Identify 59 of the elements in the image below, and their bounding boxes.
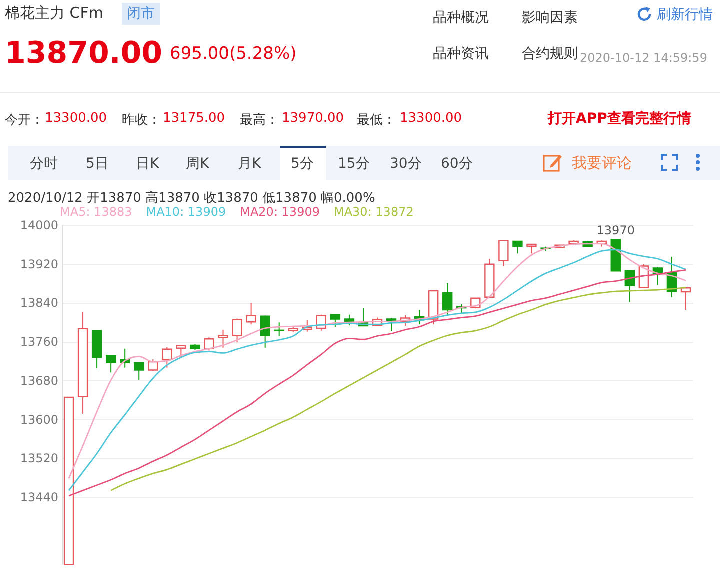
candlestick bbox=[624, 270, 635, 303]
candlestick bbox=[232, 318, 242, 344]
candlestick bbox=[442, 282, 453, 316]
y-tick-label: 13440 bbox=[20, 490, 58, 504]
chart-title: 棉花主力 CFm bbox=[5, 4, 104, 23]
text: 13870.00 bbox=[5, 36, 163, 71]
candlestick bbox=[246, 302, 256, 326]
candlestick bbox=[526, 244, 537, 254]
candlestick bbox=[512, 240, 523, 254]
y-tick-label: 13680 bbox=[20, 374, 58, 388]
candlestick bbox=[330, 314, 341, 328]
text: 打开APP查看完整行情 bbox=[548, 110, 692, 128]
text: 分时 bbox=[30, 155, 58, 173]
text: 2020/10/12 开13870 高13870 收13870 低13870 幅0.00% bbox=[8, 190, 376, 207]
candlestick bbox=[162, 346, 172, 368]
candlestick bbox=[134, 362, 144, 380]
annotation: 13970 bbox=[596, 224, 635, 238]
text: 15分 bbox=[338, 155, 370, 173]
candlestick bbox=[498, 240, 509, 267]
text: 合约规则 bbox=[522, 45, 578, 63]
text: 我要评论 bbox=[572, 154, 632, 173]
text: 刷新行情 bbox=[657, 6, 713, 24]
text: MA5: 13883 bbox=[60, 205, 132, 219]
text: 品种概况 bbox=[433, 9, 489, 27]
candlestick bbox=[218, 329, 228, 348]
text: 闭市 bbox=[122, 3, 160, 25]
text: 695.00(5.28%) bbox=[170, 44, 297, 64]
text: 日K bbox=[136, 155, 160, 173]
text: 品种资讯 bbox=[433, 45, 489, 63]
text: 30分 bbox=[390, 155, 422, 173]
text: 5日 bbox=[86, 155, 109, 173]
text: MA20: 13909 bbox=[240, 205, 320, 219]
text: 2020-10-12 14:59:59 bbox=[580, 51, 708, 65]
candlestick bbox=[204, 337, 214, 352]
text: 5分 bbox=[291, 155, 314, 173]
y-tick-label: 13920 bbox=[20, 257, 58, 272]
candlestick bbox=[260, 315, 270, 348]
text: 60分 bbox=[441, 155, 473, 173]
y-tick-label: 13840 bbox=[20, 296, 58, 310]
candlestick bbox=[106, 355, 116, 374]
text: 13175.00 bbox=[163, 111, 226, 126]
y-tick-label: 14000 bbox=[20, 218, 58, 232]
y-tick-label: 13600 bbox=[20, 412, 58, 427]
text: 13300.00 bbox=[400, 111, 462, 126]
text: MA30: 13872 bbox=[334, 205, 414, 219]
text: 影响因素 bbox=[522, 9, 578, 27]
text: 13970.00 bbox=[282, 111, 344, 126]
candlestick bbox=[176, 345, 186, 358]
text: 最高： bbox=[240, 112, 279, 129]
candlestick bbox=[274, 322, 284, 337]
y-tick-label: 13760 bbox=[20, 335, 58, 350]
y-tick-label: 13520 bbox=[20, 452, 58, 466]
text: 最低： bbox=[357, 112, 396, 129]
text: 今开： bbox=[5, 112, 44, 129]
text: 13300.00 bbox=[45, 111, 108, 126]
text: 昨收： bbox=[122, 112, 161, 129]
text: 月K bbox=[238, 155, 262, 173]
text: 周K bbox=[186, 155, 210, 173]
text: MA10: 13909 bbox=[146, 205, 226, 219]
